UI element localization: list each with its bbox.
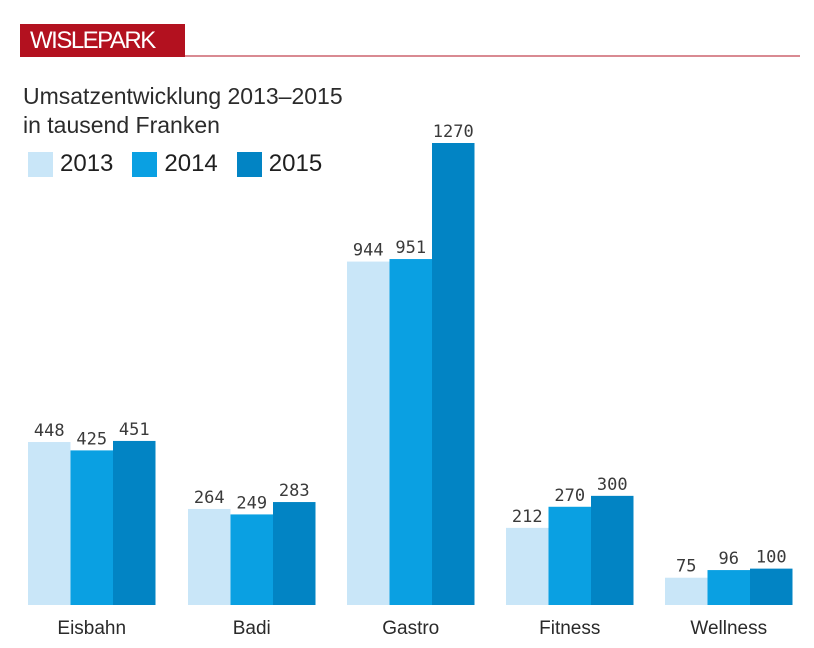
bar-gastro-2013	[347, 261, 390, 605]
legend-item-2014: 2014	[132, 150, 218, 178]
data-label: 425	[76, 429, 107, 449]
legend-swatch	[28, 151, 53, 177]
bar-eisbahn-2015	[113, 440, 156, 605]
data-label: 451	[119, 420, 150, 440]
data-label: 448	[34, 421, 65, 441]
legend-item-2015: 2015	[236, 150, 323, 178]
legend: 2013 2014 2015	[28, 150, 341, 178]
data-label: 212	[512, 507, 543, 527]
chart-subtitle: in tausend Franken	[23, 112, 220, 138]
bar-fitness-2013	[506, 527, 549, 605]
category-label-wellness: Wellness	[690, 618, 767, 639]
data-label: 264	[194, 488, 225, 508]
chart-title: Umsatzentwicklung 2013–2015	[23, 83, 343, 109]
data-label: 300	[597, 475, 628, 495]
data-label: 951	[395, 238, 426, 258]
legend-label: 2013	[60, 150, 114, 177]
data-label: 270	[554, 486, 585, 506]
bar-fitness-2014	[548, 506, 591, 605]
data-label: 249	[236, 493, 267, 513]
bar-gastro-2015	[432, 143, 475, 605]
data-label: 283	[279, 481, 310, 501]
data-label: 75	[676, 557, 696, 577]
bar-wellness-2014	[707, 570, 750, 605]
bar-badi-2014	[230, 514, 273, 605]
legend-label: 2014	[164, 150, 218, 177]
data-label: 96	[719, 549, 739, 569]
category-label-gastro: Gastro	[382, 618, 439, 639]
bar-wellness-2013	[665, 577, 708, 605]
bar-gastro-2014	[389, 259, 432, 605]
bar-eisbahn-2013	[28, 442, 71, 605]
data-label: 100	[756, 548, 787, 568]
legend-item-2013: 2013	[28, 150, 113, 178]
bar-fitness-2015	[591, 495, 634, 605]
bar-eisbahn-2014	[70, 450, 113, 605]
chart-title-block: Umsatzentwicklung 2013–2015 in tausend F…	[23, 82, 343, 140]
data-label: 1270	[433, 122, 474, 142]
category-label-badi: Badi	[233, 618, 271, 639]
brand-divider	[185, 55, 800, 57]
bar-badi-2015	[273, 502, 316, 605]
legend-swatch	[132, 151, 158, 177]
category-label-eisbahn: Eisbahn	[57, 618, 126, 639]
legend-swatch	[236, 151, 262, 177]
bar-wellness-2015	[750, 568, 793, 605]
legend-label: 2015	[268, 150, 323, 177]
data-label: 944	[353, 241, 384, 261]
brand-label: WISLEPARK	[20, 24, 185, 57]
category-label-fitness: Fitness	[539, 618, 600, 639]
bar-badi-2013	[188, 508, 231, 605]
